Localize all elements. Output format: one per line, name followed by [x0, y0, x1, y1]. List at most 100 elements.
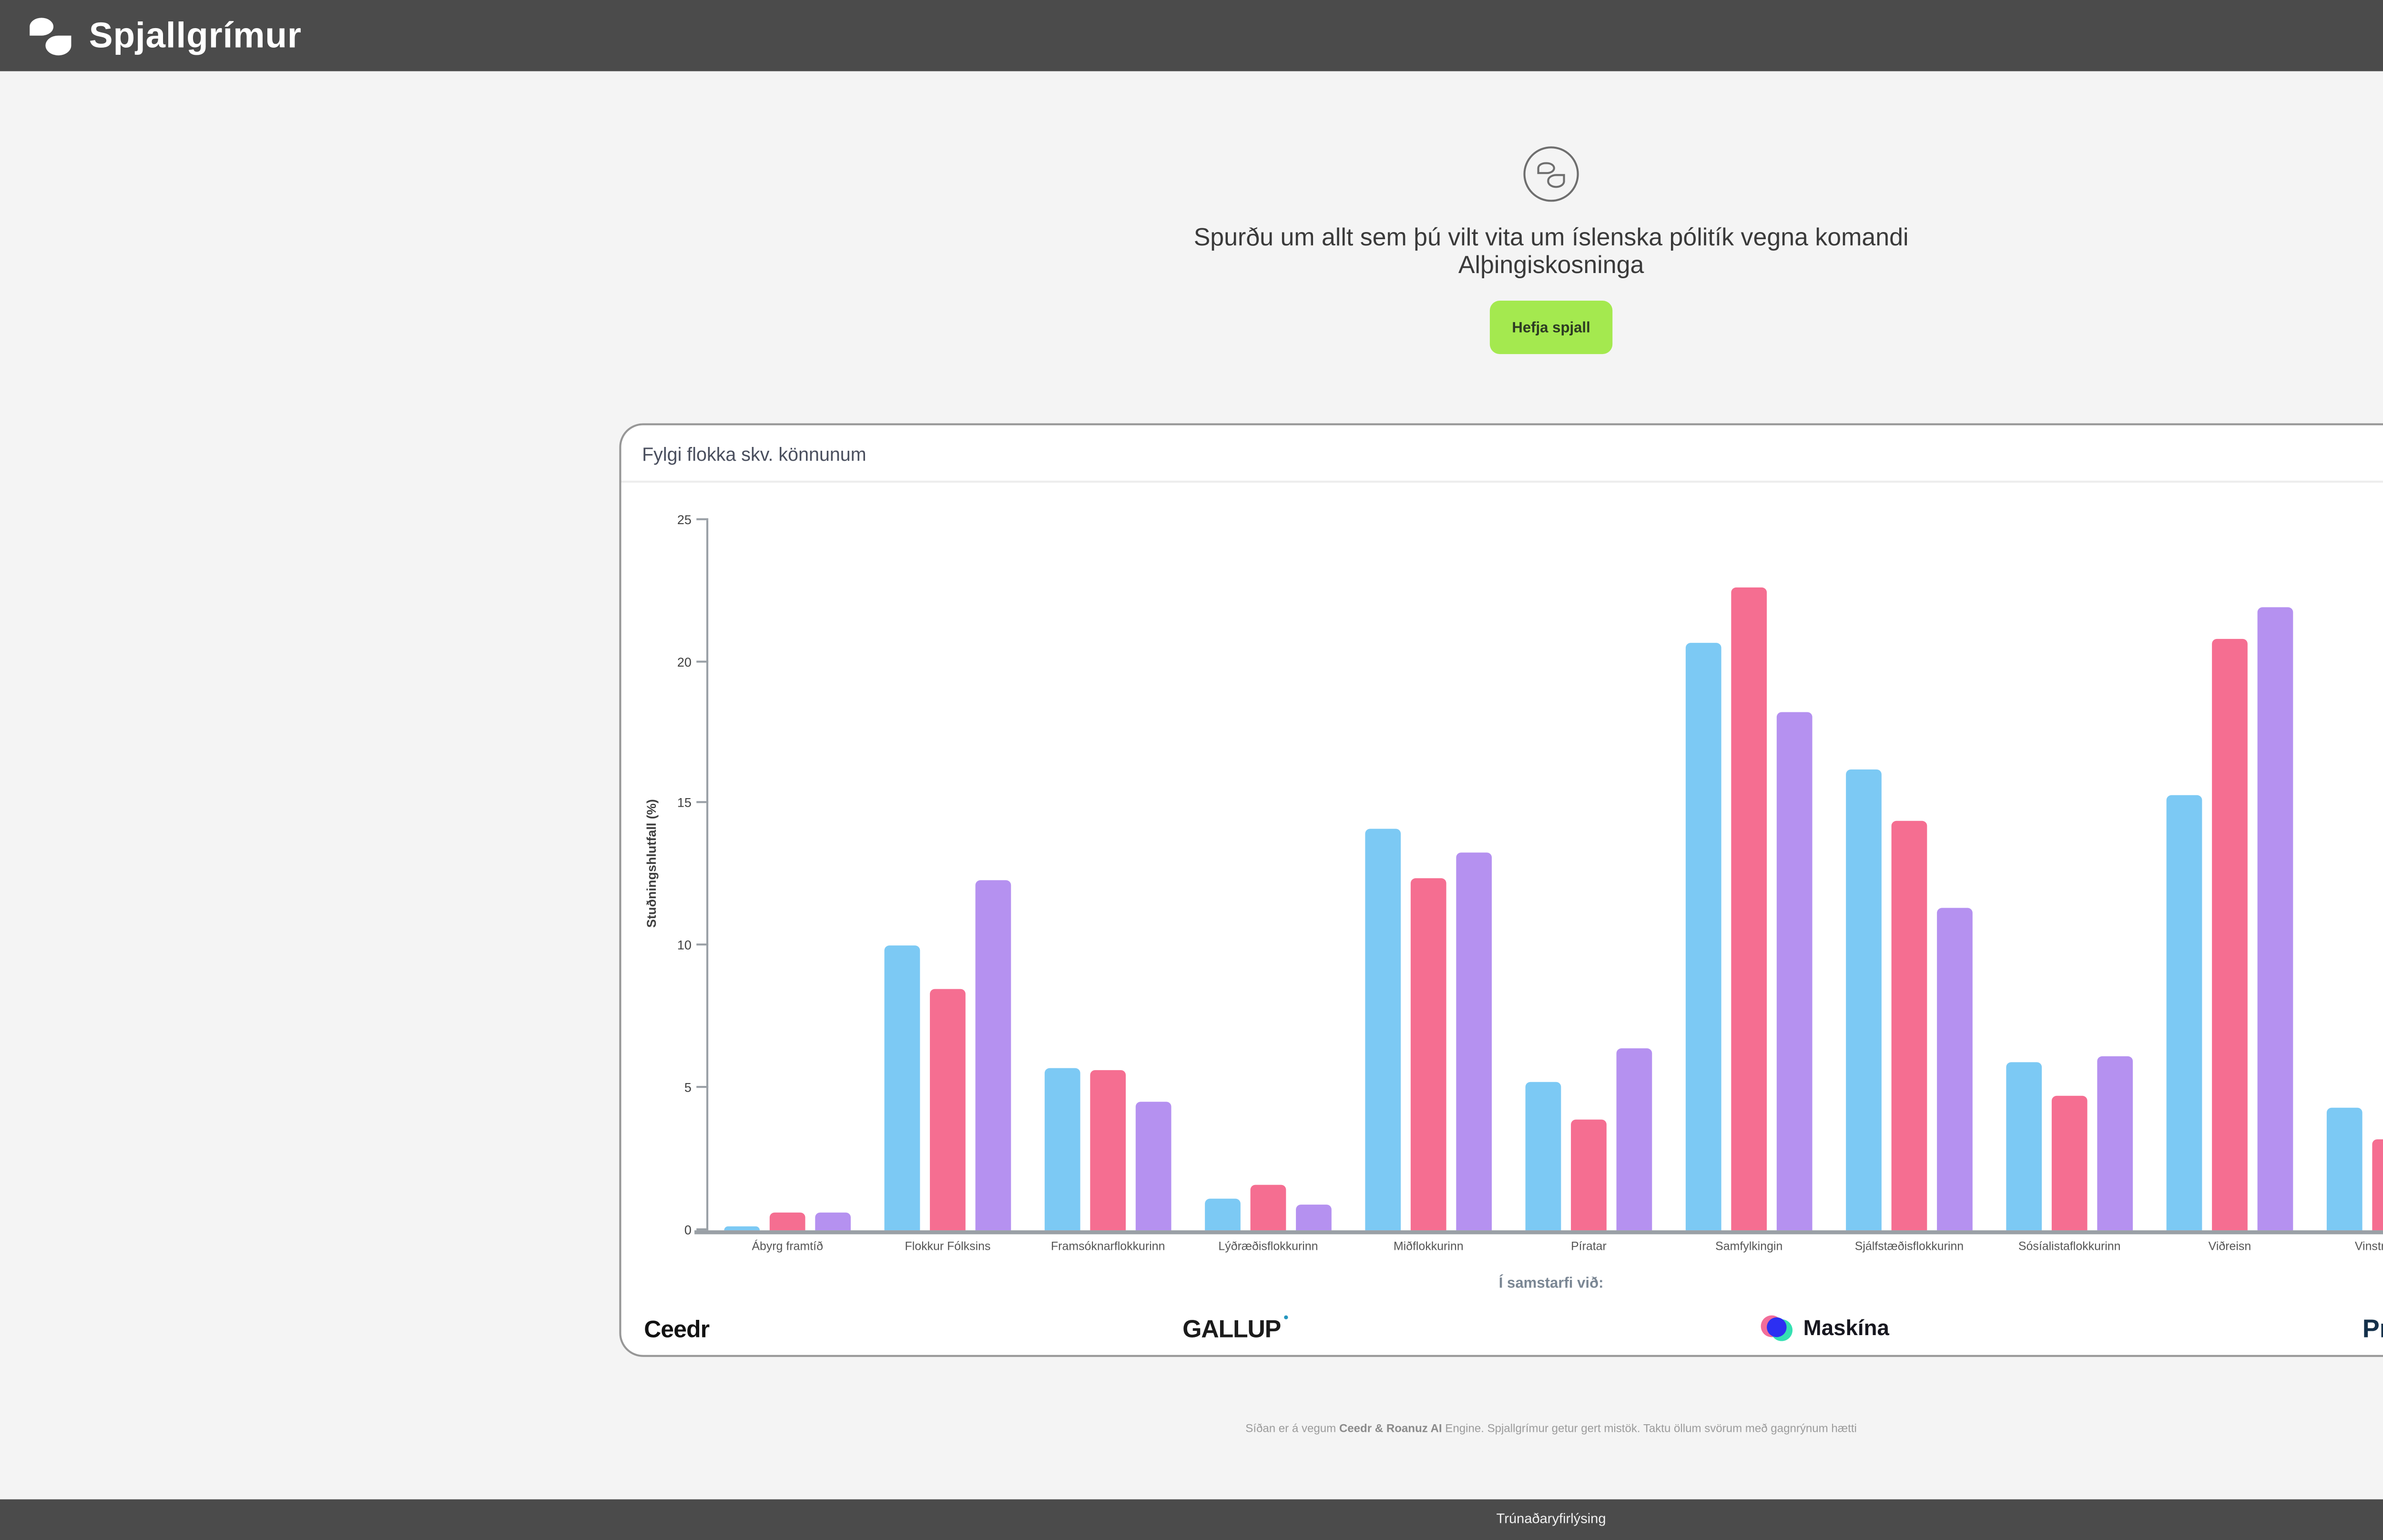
bar-series-pink [929, 988, 966, 1230]
bar-series-blue [2166, 795, 2203, 1230]
bar-series-pink [2051, 1096, 2088, 1230]
x-axis-label: Vinstri grænir [2354, 1241, 2383, 1254]
bar-series-purple [1616, 1048, 1653, 1230]
chat-blobs-circle-icon [1523, 146, 1579, 202]
bar-series-purple [1776, 713, 1813, 1230]
privacy-link[interactable]: Trúnaðaryfirlýsing [1496, 1512, 1606, 1527]
bar-series-blue [1044, 1068, 1081, 1230]
bar-group: Miðflokkurinn [1348, 520, 1508, 1254]
y-tick-mark [695, 801, 708, 804]
bar-series-blue [723, 1227, 761, 1230]
maskina-circles-icon [1762, 1314, 1793, 1343]
bar-series-blue [1685, 642, 1722, 1230]
footer-bar: Trúnaðaryfirlýsing [0, 1498, 2383, 1540]
bar-series-purple [1456, 852, 1493, 1230]
bar-group: Viðreisn [2149, 520, 2310, 1254]
y-tick-mark [695, 1227, 708, 1230]
x-axis-label: Viðreisn [2208, 1241, 2251, 1254]
chart-title: Fylgi flokka skv. könnunum [642, 444, 866, 466]
start-chat-button[interactable]: Hefja spjall [1490, 300, 1612, 354]
prosent-pre: Pr [2362, 1314, 2383, 1344]
bar-series-purple [1135, 1102, 1172, 1230]
brand-name: Spjallgrímur [89, 15, 302, 55]
bar-series-pink [2372, 1139, 2383, 1230]
bar-series-pink [2211, 639, 2248, 1230]
bar-series-pink [1570, 1119, 1607, 1230]
bar-group: Framsóknarflokkurinn [1028, 520, 1188, 1254]
y-tick-label: 10 [677, 940, 692, 954]
x-axis-label: Miðflokkurinn [1393, 1241, 1464, 1254]
outline-blob-top [1537, 161, 1555, 174]
maskina-wordmark: Maskína [1803, 1317, 1889, 1341]
x-axis-label: Samfylkingin [1715, 1241, 1783, 1254]
bar-group: Lýðræðisflokkurinn [1188, 520, 1348, 1254]
y-axis-title: Stuðningshlutfall (%) [645, 799, 659, 927]
bar-group: Píratar [1508, 520, 1669, 1254]
gallup-dot-icon [1283, 1315, 1289, 1320]
hero-section: Spurðu um allt sem þú vilt vita um íslen… [0, 146, 2383, 354]
y-tick-mark [695, 1085, 708, 1088]
y-tick-mark [695, 517, 708, 520]
bar-series-pink [1891, 821, 1928, 1230]
bar-series-pink [769, 1213, 806, 1230]
maskina-logo: Maskína [1762, 1314, 1889, 1343]
bar-series-pink [1731, 588, 1768, 1230]
outline-blob-bottom [1546, 174, 1565, 188]
bar-series-blue [2006, 1062, 2043, 1230]
x-axis-label: Flokkur Fólksins [905, 1241, 991, 1254]
bar-group: Sósíalistaflokkurinn [1989, 520, 2149, 1254]
logo-blob-bottom [45, 35, 71, 56]
y-tick-label: 20 [677, 656, 692, 670]
bar-series-blue [884, 945, 921, 1230]
prosent-logo: Prósent [2363, 1314, 2383, 1343]
app-header: Spjallgrímur i [0, 0, 2383, 71]
y-tick-label: 5 [684, 1082, 692, 1096]
bar-group: Vinstri grænir [2310, 520, 2383, 1254]
card-divider [620, 480, 2383, 482]
partners-label: Í samstarfi við: [1498, 1273, 1604, 1291]
y-tick-mark [695, 943, 708, 946]
bar-series-pink [1090, 1071, 1127, 1230]
y-tick-label: 25 [677, 514, 692, 528]
bar-group: Sjálfstæðisflokkurinn [1829, 520, 1989, 1254]
disclaimer-prefix: Síðan er á vegum [1245, 1423, 1339, 1436]
bar-group: Ábyrg framtíð [707, 520, 867, 1254]
bar-series-blue [1525, 1082, 1562, 1230]
x-axis-label: Framsóknarflokkurinn [1050, 1241, 1165, 1254]
bar-series-pink [1410, 877, 1447, 1230]
y-tick-mark [695, 659, 708, 662]
y-tick-label: 0 [684, 1224, 692, 1238]
disclaimer-bold: Ceedr & Roanuz AI [1339, 1423, 1442, 1436]
bar-series-purple [975, 880, 1012, 1230]
x-axis-label: Ábyrg framtíð [752, 1241, 823, 1254]
bar-series-purple [2257, 608, 2294, 1230]
bar-series-blue [1204, 1198, 1241, 1230]
disclaimer-text: Síðan er á vegum Ceedr & Roanuz AI Engin… [0, 1424, 2383, 1436]
bar-series-blue [1365, 829, 1402, 1230]
bar-group: Samfylkingin [1669, 520, 1829, 1254]
x-axis-label: Sjálfstæðisflokkurinn [1854, 1241, 1964, 1254]
bar-group: Flokkur Fólksins [867, 520, 1028, 1254]
bar-series-purple [2097, 1056, 2134, 1230]
chat-blobs-logo-icon [28, 12, 75, 60]
ceedr-logo: Ceedr [644, 1315, 710, 1343]
gallup-logo: GALLUP [1182, 1315, 1289, 1343]
gallup-wordmark: GALLUP [1182, 1315, 1281, 1343]
page-title: Spurðu um allt sem þú vilt vita um íslen… [1193, 223, 1909, 280]
x-axis-label: Lýðræðisflokkurinn [1218, 1241, 1318, 1254]
y-tick-label: 15 [677, 798, 692, 812]
brand[interactable]: Spjallgrímur [28, 12, 302, 60]
bar-series-blue [2326, 1107, 2363, 1230]
disclaimer-suffix: Engine. Spjallgrímur getur gert mistök. … [1442, 1423, 1857, 1436]
partner-logos-row: Ceedr GALLUP Maskína Prósent [644, 1303, 2383, 1355]
poll-chart-card: Fylgi flokka skv. könnunum Stuðningshlut… [618, 423, 2383, 1357]
x-axis-label: Píratar [1571, 1241, 1607, 1254]
bar-series-purple [1295, 1204, 1332, 1230]
bar-series-purple [1936, 909, 1973, 1230]
bar-series-blue [1845, 770, 1882, 1230]
logo-blob-top [30, 18, 54, 36]
bar-series-pink [1250, 1184, 1287, 1230]
bar-chart-plot: 0 5 10 15 20 25 Ábyrg framtíð Flokkur Fólksins F… [677, 514, 2383, 1254]
x-axis-label: Sósíalistaflokkurinn [2018, 1241, 2121, 1254]
